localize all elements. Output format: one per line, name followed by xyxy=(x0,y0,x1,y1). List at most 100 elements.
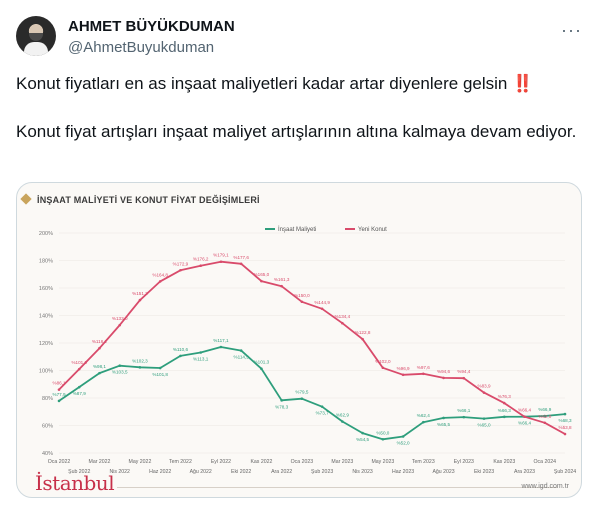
data-point xyxy=(523,415,526,418)
y-tick-label: 140% xyxy=(39,314,53,320)
data-point xyxy=(199,351,202,354)
x-tick-label: Şub 2022 xyxy=(68,469,90,475)
more-dots-icon[interactable]: ··· xyxy=(561,20,582,40)
data-label: %102,3 xyxy=(132,358,148,363)
double-exclamation-icon: ‼️ xyxy=(512,74,534,93)
data-label: %164,8 xyxy=(152,272,168,277)
data-label: %96,9 xyxy=(397,366,410,371)
avatar[interactable] xyxy=(16,16,56,56)
x-tick-label: Oca 2022 xyxy=(48,459,71,465)
data-label: %133,0 xyxy=(112,316,128,321)
data-point xyxy=(422,420,425,424)
data-label: %73,7 xyxy=(316,411,329,416)
data-label: %161,3 xyxy=(274,277,290,282)
y-tick-label: 100% xyxy=(39,369,53,375)
data-point xyxy=(381,437,385,441)
data-label: %77,9 xyxy=(52,392,65,397)
x-tick-label: Mar 2022 xyxy=(89,459,111,465)
data-label: %66,4 xyxy=(518,408,531,413)
data-point xyxy=(300,397,304,400)
tweet-header: AHMET BÜYÜKDUMAN @AhmetBuyukduman ··· xyxy=(16,14,582,62)
data-point xyxy=(138,298,142,302)
line-chart: 40% 60% 80% 100% 120% 140% 160% 180% 200% Oca 202… xyxy=(39,226,576,475)
data-label: %165,0 xyxy=(254,272,270,277)
data-label: %102,0 xyxy=(375,359,391,364)
data-point xyxy=(320,307,324,311)
x-tick-label: Ara 2022 xyxy=(271,469,292,475)
data-label: %177,6 xyxy=(233,255,249,260)
x-tick-label: May 2022 xyxy=(129,459,152,465)
data-point xyxy=(543,414,547,418)
x-tick-label: Eki 2022 xyxy=(231,469,251,475)
data-label: %97,6 xyxy=(417,365,430,370)
data-label: %52,0 xyxy=(397,441,410,446)
brand-divider xyxy=(117,487,557,488)
data-point xyxy=(320,405,324,408)
data-label: %66,4 xyxy=(518,421,531,426)
data-label: %150,0 xyxy=(294,293,310,298)
data-label: %179,1 xyxy=(213,253,229,258)
data-label: %94,6 xyxy=(437,369,450,374)
tweet-line-1: Konut fiyatları en as inşaat maliyetleri… xyxy=(16,72,582,96)
avatar-shirt xyxy=(24,42,48,56)
x-tick-label: Nis 2022 xyxy=(109,469,130,475)
data-label: %62,9 xyxy=(336,413,349,418)
data-point xyxy=(462,415,466,419)
data-label: %122,8 xyxy=(355,330,371,335)
data-point xyxy=(199,264,202,268)
legend-label: İnşaat Maliyeti xyxy=(278,226,316,233)
x-tick-label: Tem 2023 xyxy=(412,459,435,465)
legend-label: Yeni Konut xyxy=(358,227,387,233)
x-tick-label: Nis 2023 xyxy=(352,469,373,475)
data-label: %117,1 xyxy=(213,338,229,343)
data-point xyxy=(158,366,162,370)
data-point xyxy=(260,279,263,283)
data-point xyxy=(98,346,101,350)
data-point xyxy=(239,349,243,352)
x-tick-label: Kas 2023 xyxy=(493,459,515,465)
data-label: %101,3 xyxy=(254,360,270,365)
tweet-line-1-text: Konut fiyatları en as inşaat maliyetleri… xyxy=(16,74,508,93)
series-line-0 xyxy=(58,346,566,441)
x-tick-label: Şub 2023 xyxy=(311,469,333,475)
data-label: %68,3 xyxy=(558,418,571,423)
chart-title: İNŞAAT MALİYETİ VE KONUT FİYAT DEĞİŞİMLE… xyxy=(37,195,260,205)
author-handle[interactable]: @AhmetBuyukduman xyxy=(68,39,215,56)
x-tick-label: Oca 2024 xyxy=(534,459,557,465)
data-label: %79,5 xyxy=(295,390,308,395)
avatar-beard xyxy=(29,33,43,41)
tweet-line-2: Konut fiyat artışları inşaat maliyet art… xyxy=(16,122,577,141)
data-point xyxy=(563,412,567,416)
data-point xyxy=(280,399,283,402)
x-tick-label: Ağu 2022 xyxy=(190,469,212,475)
data-point xyxy=(361,431,364,435)
author-name[interactable]: AHMET BÜYÜKDUMAN xyxy=(68,18,235,35)
data-point xyxy=(260,367,263,371)
data-label: %53,8 xyxy=(558,425,571,430)
y-tick-label: 180% xyxy=(39,259,53,265)
data-point xyxy=(179,268,182,272)
data-point xyxy=(118,323,122,327)
data-label: %66,3 xyxy=(498,408,511,413)
x-tick-label: May 2023 xyxy=(371,459,394,465)
data-point xyxy=(219,260,223,264)
tweet-media-chart[interactable]: İNŞAAT MALİYETİ VE KONUT FİYAT DEĞİŞİMLE… xyxy=(16,182,582,498)
data-label: %103,5 xyxy=(112,370,128,375)
data-point xyxy=(502,401,506,405)
data-point xyxy=(401,435,405,438)
x-tick-label: Ara 2023 xyxy=(514,469,535,475)
data-point xyxy=(442,376,445,380)
y-tick-label: 40% xyxy=(42,451,53,457)
data-label: %101,0 xyxy=(71,360,87,365)
data-point xyxy=(341,321,344,325)
x-tick-label: Haz 2023 xyxy=(392,469,414,475)
data-point xyxy=(219,345,223,349)
data-label: %94,4 xyxy=(457,369,470,374)
data-point xyxy=(77,367,81,371)
data-point xyxy=(482,417,486,420)
data-point xyxy=(361,337,364,341)
data-label: %76,3 xyxy=(498,394,511,399)
data-point xyxy=(422,372,425,376)
x-tick-label: Oca 2023 xyxy=(291,459,314,465)
data-point xyxy=(381,366,385,370)
